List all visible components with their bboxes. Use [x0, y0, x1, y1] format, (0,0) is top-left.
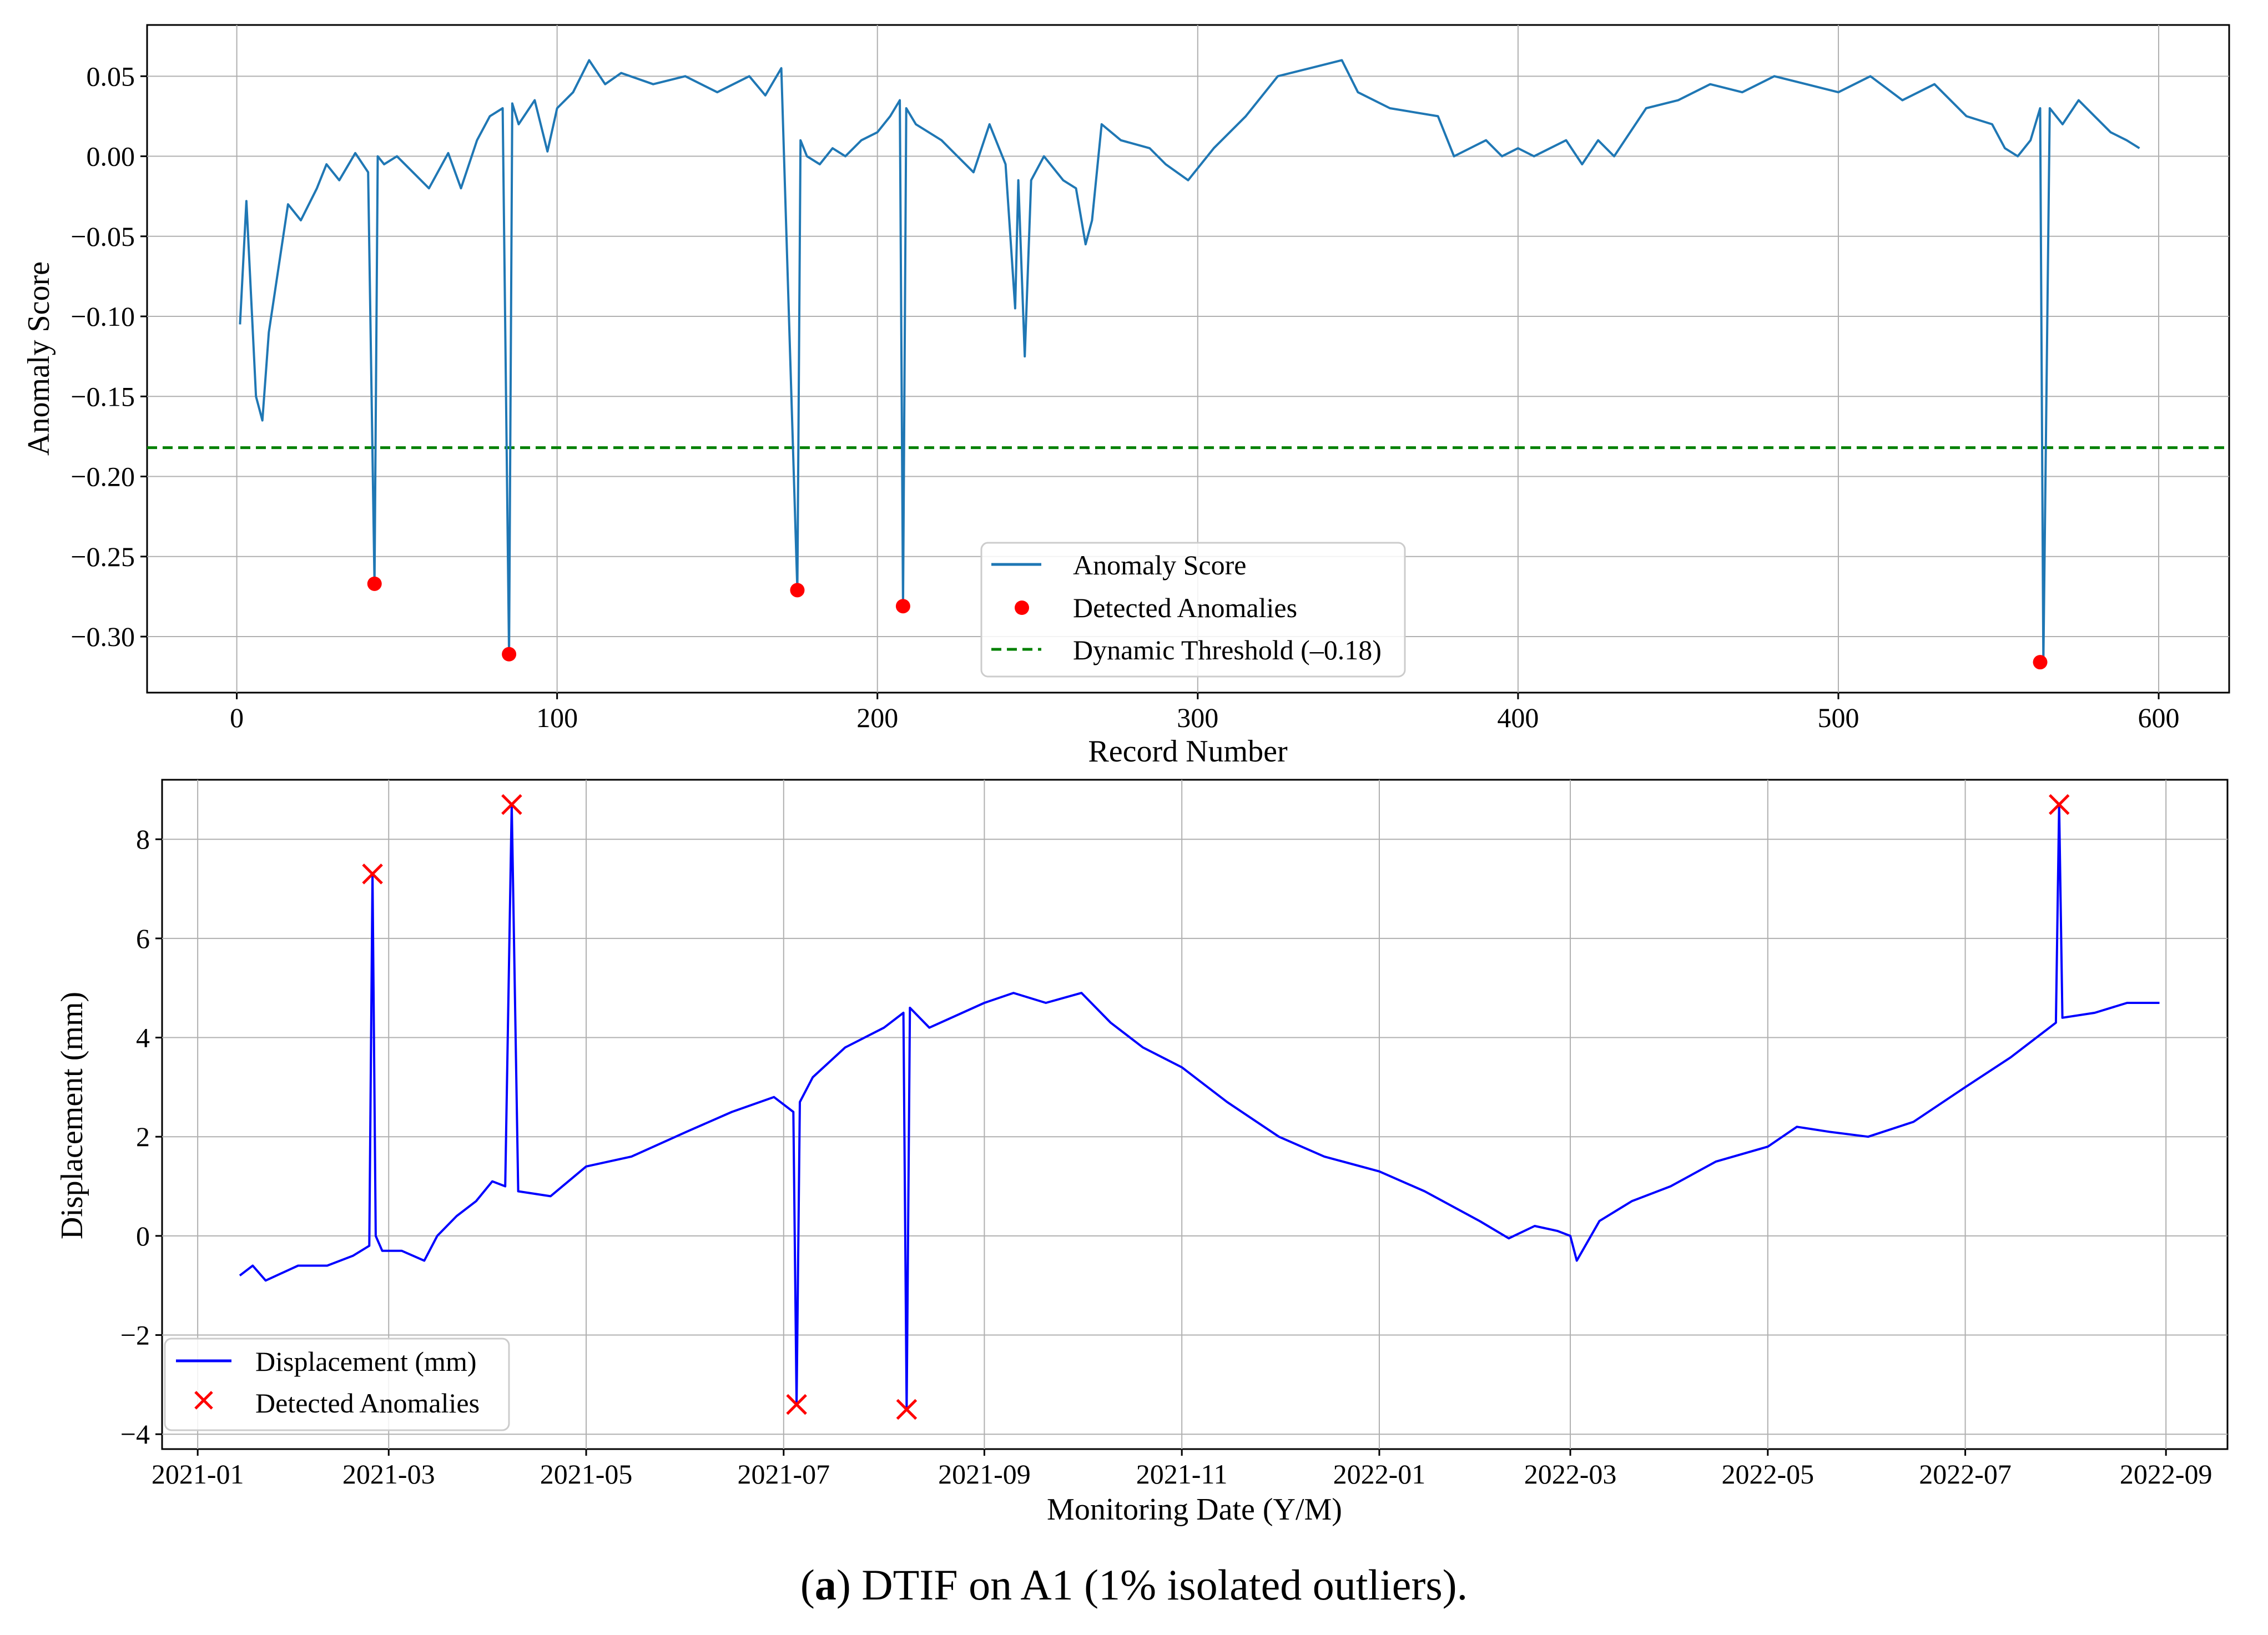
detected-anomaly-crosses	[362, 794, 2070, 1420]
anomaly-score-series	[239, 59, 2140, 664]
plot1-x-ticks: 0 100 200 300 400 500 600	[230, 693, 2180, 733]
plot2-x-tick-label: 2022-09	[2120, 1459, 2212, 1490]
detected-anomaly-cross	[362, 863, 383, 885]
plot1-x-tick-label: 300	[1177, 702, 1218, 733]
plot2-x-tick-label: 2022-01	[1333, 1459, 1426, 1490]
plot1-y-tick-label: −0.15	[70, 381, 135, 412]
detected-anomaly-point	[790, 583, 805, 598]
detected-anomaly-point	[502, 647, 517, 662]
plot1-x-tick-label: 0	[230, 702, 244, 733]
plot2-y-tick-label: 2	[136, 1121, 150, 1152]
legend-marker-detected-anomalies	[1015, 600, 1029, 615]
plot1-legend-box	[980, 542, 1406, 678]
plot1-y-tick-label: −0.25	[70, 541, 135, 572]
cross-stroke	[786, 1394, 807, 1415]
plot1-frame	[146, 24, 2230, 694]
plot2-y-tick-label: 8	[136, 824, 150, 855]
displacement-panel: 2021-01 2021-03 2021-05 2021-07 2021-09 2021-…	[55, 779, 2229, 1527]
legend-label-detected-anomalies-2: Detected Anomalies	[255, 1387, 480, 1419]
cross-stroke	[501, 794, 522, 815]
plot2-legend-box	[164, 1338, 510, 1431]
plot1-x-label: Record Number	[1088, 734, 1288, 769]
plot1-legend: Anomaly Score Detected Anomalies Dynamic…	[980, 542, 1406, 678]
plot2-y-tick-label: 0	[136, 1220, 150, 1252]
plot2-x-tick-label: 2022-03	[1524, 1459, 1617, 1490]
plot1-x-tick-label: 600	[2138, 702, 2180, 733]
plot2-frame	[161, 779, 2229, 1450]
displacement-series	[239, 803, 2160, 1411]
anomaly-score-line	[239, 59, 2140, 664]
plot2-x-tick-label: 2021-01	[152, 1459, 244, 1490]
plot2-x-label: Monitoring Date (Y/M)	[1047, 1492, 1342, 1527]
plot1-x-tick-label: 200	[856, 702, 898, 733]
plot2-legend: Displacement (mm) Detected Anomalies	[164, 1338, 510, 1431]
cross-stroke	[896, 1399, 918, 1420]
plot2-y-tick-label: 4	[136, 1022, 150, 1053]
cross-stroke	[362, 863, 383, 885]
legend-label-displacement: Displacement (mm)	[255, 1346, 477, 1377]
plot1-y-tick-label: 0.00	[87, 141, 135, 172]
detected-anomaly-point	[895, 599, 910, 614]
plot2-x-tick-label: 2022-05	[1721, 1459, 1814, 1490]
plot2-y-label: Displacement (mm)	[55, 992, 89, 1239]
legend-label-anomaly-score: Anomaly Score	[1073, 549, 1246, 581]
plot1-y-tick-label: −0.30	[70, 621, 135, 652]
legend-label-detected-anomalies: Detected Anomalies	[1073, 592, 1297, 623]
legend-marker-detected-anomalies-cross	[194, 1391, 213, 1410]
plot2-y-tick-label: −2	[120, 1320, 150, 1351]
plot1-y-tick-label: −0.20	[70, 461, 135, 492]
plot2-x-tick-label: 2021-07	[737, 1459, 830, 1490]
plot2-x-tick-label: 2022-07	[1919, 1459, 2012, 1490]
plot2-x-tick-label: 2021-11	[1136, 1459, 1228, 1490]
detected-anomaly-cross	[786, 1394, 807, 1415]
plot1-y-tick-label: −0.05	[70, 221, 135, 252]
detected-anomaly-point	[367, 576, 382, 591]
plot2-x-tick-label: 2021-05	[540, 1459, 633, 1490]
plot2-x-tick-label: 2021-09	[938, 1459, 1031, 1490]
displacement-line	[239, 803, 2160, 1411]
plot1-y-tick-label: 0.05	[87, 60, 135, 92]
plot1-y-label: Anomaly Score	[22, 261, 56, 456]
plot1-y-ticks: 0.05 0.00 −0.05 −0.10 −0.15 −0.20 −0.25 −0.30	[70, 60, 147, 652]
plot2-x-ticks: 2021-01 2021-03 2021-05 2021-07 2021-09 2021-…	[152, 1449, 2212, 1490]
plot1-y-tick-label: −0.10	[70, 301, 135, 332]
figure-caption: (a) DTIF on A1 (1% isolated outliers).	[800, 1561, 1468, 1609]
plot2-y-tick-label: 6	[136, 923, 150, 954]
plot1-x-tick-label: 400	[1497, 702, 1539, 733]
detected-anomaly-cross	[501, 794, 522, 815]
plot2-y-ticks: 8 6 4 2 0 −2 −4	[120, 824, 162, 1450]
plot2-x-tick-label: 2021-03	[342, 1459, 435, 1490]
detected-anomaly-cross	[2048, 794, 2070, 815]
plot2-grid	[162, 780, 2227, 1449]
plot1-x-tick-label: 100	[536, 702, 578, 733]
cross-stroke	[2048, 794, 2070, 815]
detected-anomaly-cross	[896, 1399, 918, 1420]
detected-anomaly-point	[2033, 655, 2048, 670]
legend-label-threshold: Dynamic Threshold (–0.18)	[1073, 634, 1382, 665]
plot1-x-tick-label: 500	[1817, 702, 1859, 733]
anomaly-score-panel: 0 100 200 300 400 500 600 0.05 0.00 −0.05 −0.10 −0…	[22, 24, 2230, 769]
detected-anomaly-points	[367, 576, 2048, 670]
plot2-y-tick-label: −4	[120, 1419, 150, 1450]
